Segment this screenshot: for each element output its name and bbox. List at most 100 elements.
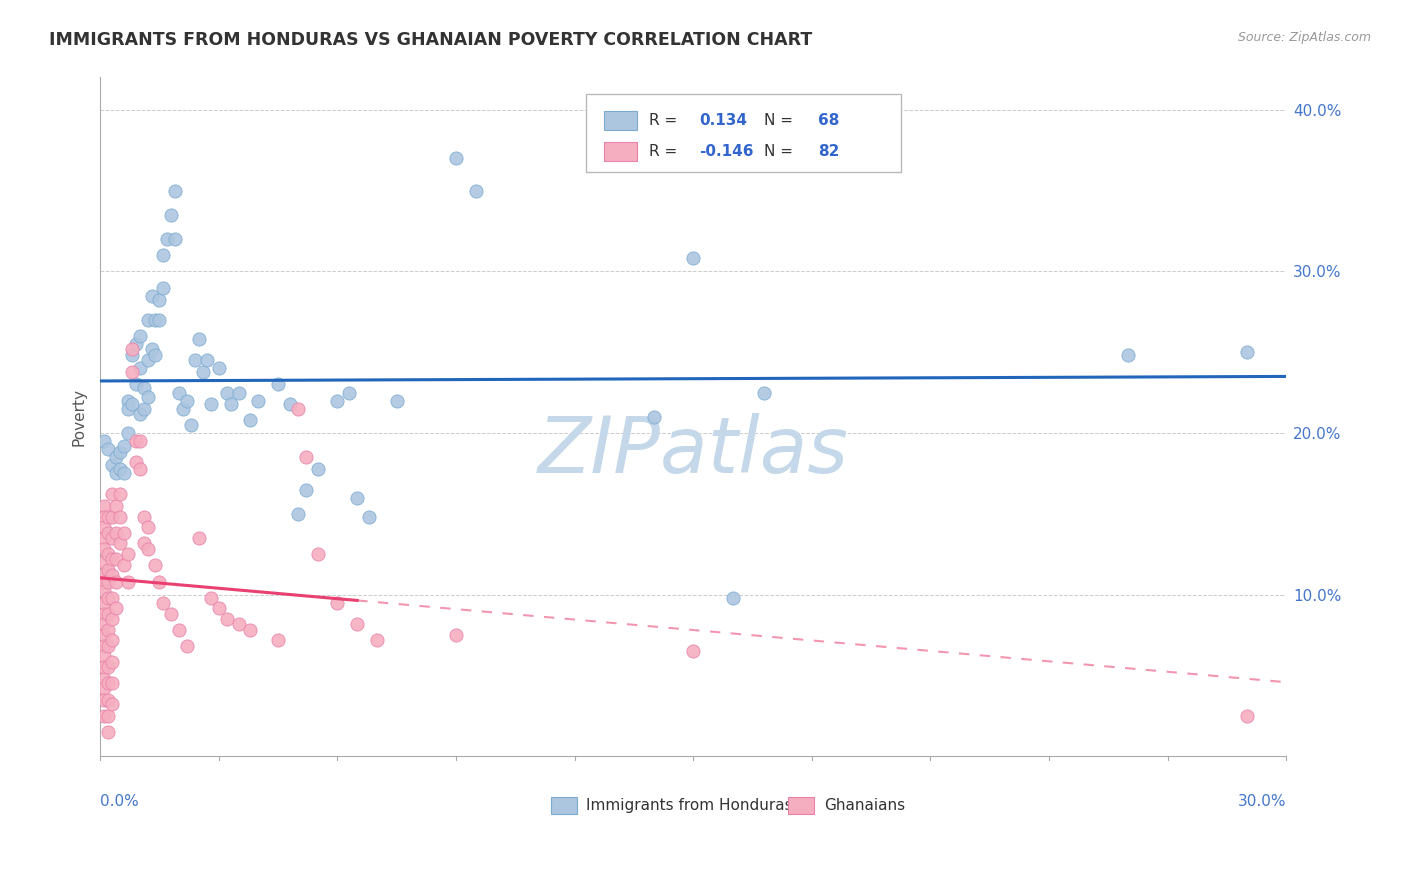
Point (101, 698, 124, 712)
Point (141, 288, 163, 302)
Text: 0.0%: 0.0% (100, 794, 139, 808)
Point (112, 558, 135, 573)
Point (346, 616, 368, 631)
Point (117, 393, 139, 408)
Point (108, 510, 131, 524)
Point (200, 591, 222, 605)
Point (165, 184, 187, 198)
Point (136, 519, 159, 533)
Point (93, 566, 115, 581)
Point (93, 499, 115, 513)
Y-axis label: Poverty: Poverty (72, 388, 86, 446)
Point (128, 329, 150, 343)
Point (208, 600, 231, 615)
Point (93, 616, 115, 631)
Point (464, 184, 486, 198)
Point (117, 401, 139, 416)
Point (121, 342, 143, 356)
Point (93, 660, 115, 674)
Point (117, 425, 139, 440)
Point (93, 692, 115, 706)
Point (307, 461, 329, 475)
Point (337, 385, 360, 400)
Point (125, 455, 148, 469)
Point (93, 584, 115, 599)
Point (93, 708, 115, 723)
Text: IMMIGRANTS FROM HONDURAS VS GHANAIAN POVERTY CORRELATION CHART: IMMIGRANTS FROM HONDURAS VS GHANAIAN POV… (49, 31, 813, 49)
Point (366, 632, 388, 647)
Point (97, 442, 120, 457)
Point (184, 353, 207, 368)
Point (132, 510, 155, 524)
Point (152, 596, 174, 610)
Point (93, 434, 115, 448)
Point (188, 531, 211, 545)
Point (93, 596, 115, 610)
Point (93, 672, 115, 686)
Point (93, 628, 115, 642)
Point (93, 519, 115, 533)
Bar (551, 797, 576, 814)
Text: 82: 82 (818, 145, 839, 160)
Point (125, 337, 148, 351)
Point (97, 623, 120, 637)
Point (108, 461, 131, 475)
Point (287, 507, 309, 521)
Point (101, 568, 124, 582)
Point (145, 558, 167, 573)
Point (93, 648, 115, 663)
Point (93, 640, 115, 654)
Point (128, 434, 150, 448)
Point (97, 660, 120, 674)
Point (326, 393, 349, 408)
Text: N =: N = (765, 113, 799, 128)
Point (176, 640, 198, 654)
Bar (605, 111, 637, 130)
Point (97, 563, 120, 577)
Point (93, 555, 115, 569)
Point (247, 393, 270, 408)
Point (104, 526, 127, 541)
Text: 0.134: 0.134 (699, 113, 747, 128)
Point (112, 526, 135, 541)
Point (385, 393, 408, 408)
Point (104, 499, 127, 513)
Point (128, 361, 150, 376)
Text: ZIPatlas: ZIPatlas (538, 413, 849, 489)
Point (682, 252, 704, 266)
Point (357, 510, 380, 524)
Text: Ghanaians: Ghanaians (824, 798, 905, 814)
Point (101, 458, 124, 473)
Point (215, 612, 238, 626)
Point (125, 377, 148, 392)
Point (307, 547, 329, 561)
Point (294, 450, 316, 465)
Point (97, 725, 120, 739)
Point (1116, 348, 1139, 362)
Point (121, 397, 143, 411)
Point (101, 510, 124, 524)
Point (97, 708, 120, 723)
Point (160, 208, 183, 222)
Point (97, 607, 120, 621)
Point (112, 467, 135, 481)
Point (141, 342, 163, 356)
Point (104, 552, 127, 566)
Text: Source: ZipAtlas.com: Source: ZipAtlas.com (1237, 31, 1371, 45)
Point (228, 385, 250, 400)
Text: 68: 68 (818, 113, 839, 128)
Point (97, 510, 120, 524)
Point (121, 365, 143, 379)
Point (121, 348, 143, 362)
Point (156, 232, 179, 246)
Point (200, 397, 222, 411)
Point (172, 401, 194, 416)
Point (643, 409, 665, 424)
Point (97, 640, 120, 654)
Point (148, 313, 170, 327)
Point (132, 381, 155, 395)
Point (136, 542, 159, 557)
Point (132, 401, 155, 416)
Point (1236, 708, 1258, 723)
Point (112, 439, 135, 453)
